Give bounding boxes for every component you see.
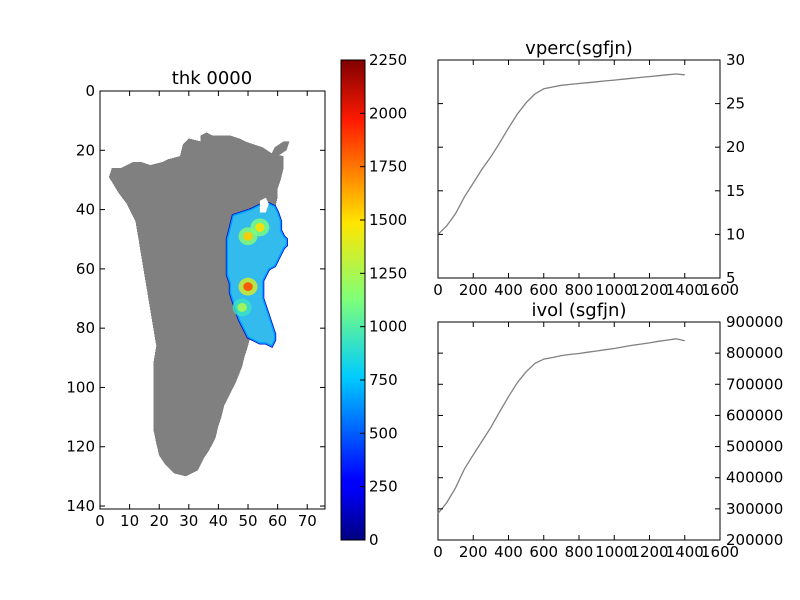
ivol-y-tick-label: 800000 [726, 344, 783, 362]
colorbar-tick-label: 1750 [369, 158, 407, 176]
thk-y-tick-label: 120 [66, 438, 95, 456]
colorbar-tick-label: 250 [369, 478, 398, 496]
ivol-y-tick-label: 600000 [726, 406, 783, 424]
vperc-x-tick-label: 600 [529, 281, 558, 299]
ivol-x-tick-label: 0 [433, 543, 443, 561]
vperc-y-tick-label: 20 [726, 138, 745, 156]
ivol-x-tick-label: 600 [529, 543, 558, 561]
thk-x-tick-label: 20 [150, 512, 169, 530]
thk-map-frame [99, 90, 326, 510]
thk-y-tick-label: 80 [76, 319, 95, 337]
vperc-x-tick-label: 800 [565, 281, 594, 299]
vperc-x-tick-label: 200 [459, 281, 488, 299]
colorbar-tick-label: 0 [369, 531, 379, 549]
ivol-y-tick-label: 400000 [726, 469, 783, 487]
ivol-x-tick-label: 400 [494, 543, 523, 561]
colorbar-tick-label: 1000 [369, 318, 407, 336]
colorbar-tick-label: 1500 [369, 211, 407, 229]
ivol-x-tick-label: 800 [565, 543, 594, 561]
ivol-x-tick-label: 200 [459, 543, 488, 561]
colorbar-tick-label: 500 [369, 424, 398, 442]
ivol-x-tick-label: 1600 [701, 543, 739, 561]
ivol-title: ivol (sgfjn) [532, 300, 627, 321]
vperc-y-tick-label: 15 [726, 182, 745, 200]
thk-colorbar: 0 250 500 750 1000 1250 1500 1750 2000 2250 [340, 51, 407, 549]
vperc-panel: vperc(sgfjn) 0 200 400 600 800 10001200140016… [433, 38, 745, 299]
vperc-series-line [437, 73, 685, 235]
colorbar-tick-label: 2250 [369, 51, 407, 69]
vperc-x-tick-label: 1200 [630, 281, 668, 299]
vperc-x-tick-label: 1600 [701, 281, 739, 299]
ivol-y-tick-label: 200000 [726, 531, 783, 549]
ice-hotspot-core [237, 302, 247, 312]
thk-y-tick-label: 100 [66, 378, 95, 396]
ice-hotspot-core [255, 222, 265, 232]
thk-x-tick-label: 0 [95, 512, 105, 530]
vperc-y-tick-label: 5 [726, 269, 736, 287]
thk-y-tick-label: 0 [85, 82, 95, 100]
vperc-y-tick-label: 30 [726, 51, 745, 69]
greenland-island [268, 141, 290, 160]
thk-y-tick-label: 140 [66, 497, 95, 515]
vperc-x-tick-label: 400 [494, 281, 523, 299]
ivol-y-tick-label: 500000 [726, 438, 783, 456]
thk-map-title: thk 0000 [172, 68, 252, 89]
ivol-panel: ivol (sgfjn) 0 200 400 600 800 10001200140016… [433, 300, 783, 561]
thk-x-tick-label: 30 [179, 512, 198, 530]
ice-hotspot-core [243, 231, 253, 241]
colorbar-tick-label: 2000 [369, 104, 407, 122]
thk-x-tick-label: 10 [120, 512, 139, 530]
vperc-y-tick-label: 25 [726, 95, 745, 113]
thk-map-panel: thk 0000 0 10 20 30 40 50 60 70 0 20 40 60 80 100 120 1… [66, 68, 326, 530]
colorbar-tick-label: 1250 [369, 264, 407, 282]
ivol-y-tick-label: 700000 [726, 375, 783, 393]
thk-map-ticks: 0 10 20 30 40 50 60 70 0 20 40 60 80 100 120 140 [66, 82, 325, 530]
vperc-x-tick-label: 1000 [595, 281, 633, 299]
ivol-x-tick-label: 1400 [666, 543, 704, 561]
vperc-y-tick-label: 10 [726, 225, 745, 243]
colorbar-tick-label: 750 [369, 371, 398, 389]
thk-x-tick-label: 50 [238, 512, 257, 530]
vperc-x-tick-label: 1400 [666, 281, 704, 299]
ivol-y-tick-label: 900000 [726, 313, 783, 331]
thk-x-tick-label: 70 [298, 512, 317, 530]
thk-map-plot-area [99, 90, 326, 510]
thk-x-tick-label: 40 [209, 512, 228, 530]
thk-y-tick-label: 20 [76, 141, 95, 159]
ice-hotspot-core [243, 282, 253, 292]
ivol-series-line [437, 338, 685, 514]
ivol-x-tick-label: 1000 [595, 543, 633, 561]
thk-x-tick-label: 60 [268, 512, 287, 530]
colorbar-gradient [340, 59, 366, 541]
ice-gap [259, 197, 269, 213]
colorbar-ticks: 0 250 500 750 1000 1250 1500 1750 2000 2250 [360, 51, 407, 549]
ivol-x-tick-label: 1200 [630, 543, 668, 561]
ivol-y-tick-label: 300000 [726, 500, 783, 518]
vperc-title: vperc(sgfjn) [525, 38, 633, 59]
vperc-x-tick-label: 0 [433, 281, 443, 299]
thk-map-layers [108, 132, 290, 477]
thk-y-tick-label: 60 [76, 260, 95, 278]
thk-y-tick-label: 40 [76, 201, 95, 219]
